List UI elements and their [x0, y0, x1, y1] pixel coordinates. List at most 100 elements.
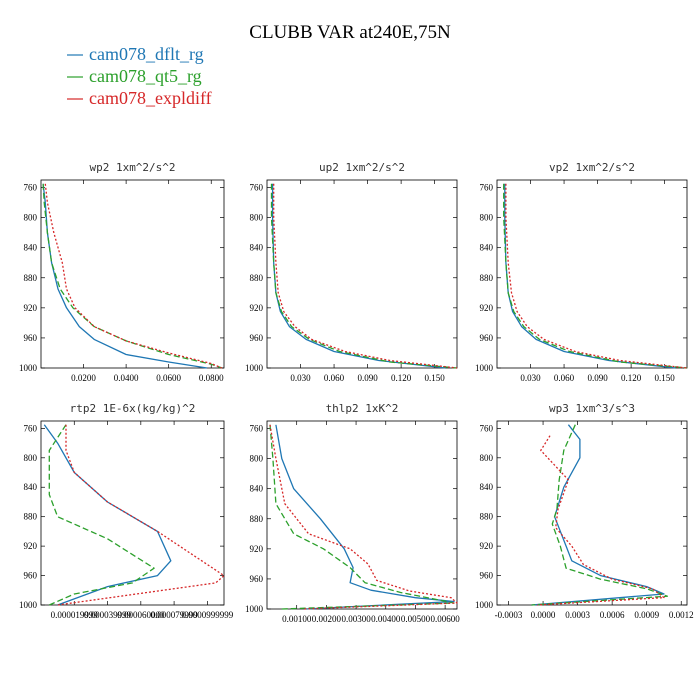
- y-tick-label: 960: [24, 333, 38, 343]
- y-tick-label: 880: [480, 512, 494, 522]
- x-tick-label: 0.0009: [634, 610, 659, 620]
- y-tick-label: 800: [480, 453, 494, 463]
- legend-label-1: cam078_qt5_rg: [89, 66, 202, 86]
- x-tick-label: 0.0200: [71, 373, 96, 383]
- y-tick-label: 960: [250, 574, 264, 584]
- series-line-cam078_qt5_rg: [503, 183, 688, 369]
- y-tick-label: 960: [250, 333, 264, 343]
- series-line-cam078_expldiff: [269, 424, 458, 610]
- legend: cam078_dflt_rgcam078_qt5_rgcam078_expldi…: [67, 44, 212, 108]
- y-tick-label: 960: [24, 571, 38, 581]
- x-tick-label: 0.000060000: [117, 610, 165, 620]
- y-tick-label: 840: [24, 243, 38, 253]
- y-tick-label: 800: [250, 454, 264, 464]
- y-tick-label: 920: [250, 303, 264, 313]
- panel-0: wp2 1xm^2/s^2 760 800 840 880 920 960 1000 0.020…: [19, 161, 225, 383]
- plot-frame: [266, 179, 458, 369]
- series-line-cam078_dflt_rg: [531, 424, 665, 606]
- x-tick-label: 0.00400: [371, 614, 401, 624]
- x-tick-label: 0.120: [621, 373, 642, 383]
- series-line-cam078_expldiff: [273, 183, 458, 369]
- y-tick-label: 880: [24, 512, 38, 522]
- y-tick-label: 800: [480, 213, 494, 223]
- x-tick-label: 0.00300: [341, 614, 371, 624]
- y-tick-label: 760: [24, 423, 38, 433]
- y-tick-label: 1000: [475, 600, 494, 610]
- plot-frame: [496, 420, 688, 606]
- panel-title: vp2 1xm^2/s^2: [549, 161, 635, 174]
- y-tick-label: 920: [480, 541, 494, 551]
- series-line-cam078_dflt_rg: [504, 183, 676, 369]
- panel-title: wp2 1xm^2/s^2: [89, 161, 175, 174]
- legend-label-2: cam078_expldiff: [89, 88, 212, 108]
- plot-frame: [40, 420, 225, 606]
- panel-1: up2 1xm^2/s^2 760 800 840 880 920 960 1000 0.030…: [245, 161, 458, 383]
- y-tick-label: 760: [24, 183, 38, 193]
- x-tick-label: 0.00100: [282, 614, 312, 624]
- plot-frame: [266, 420, 458, 610]
- x-tick-label: 0.000079999: [150, 610, 198, 620]
- y-tick-label: 880: [24, 273, 38, 283]
- figure-title: CLUBB VAR at240E,75N: [249, 22, 451, 43]
- x-tick-label: 0.0000: [531, 610, 556, 620]
- x-tick-label: 0.0012: [669, 610, 694, 620]
- y-tick-label: 1000: [245, 363, 264, 373]
- series-line-cam078_dflt_rg: [271, 183, 446, 369]
- x-tick-label: 0.030: [290, 373, 311, 383]
- y-tick-label: 1000: [475, 363, 494, 373]
- x-tick-label: 0.060: [324, 373, 345, 383]
- y-tick-label: 880: [250, 514, 264, 524]
- x-tick-label: 0.00200: [312, 614, 342, 624]
- panel-5: wp3 1xm^3/s^3 760 800 840 880 920 960 1000-0.00…: [475, 402, 694, 620]
- series-line-cam078_qt5_rg: [531, 424, 669, 606]
- x-tick-label: 0.000019999: [51, 610, 99, 620]
- panel-title: rtp2 1E-6x(kg/kg)^2: [70, 402, 196, 415]
- x-tick-label: 0.000039999: [84, 610, 132, 620]
- y-tick-label: 1000: [19, 600, 38, 610]
- y-tick-label: 760: [480, 183, 494, 193]
- panel-3: rtp2 1E-6x(kg/kg)^2 760 800 840 880 920 960 100…: [19, 402, 234, 620]
- series-line-cam078_expldiff: [505, 183, 688, 369]
- panel-title: wp3 1xm^3/s^3: [549, 402, 635, 415]
- x-tick-label: 0.120: [391, 373, 412, 383]
- plot-frame: [496, 179, 688, 369]
- y-tick-label: 960: [480, 333, 494, 343]
- series-line-cam078_expldiff: [57, 424, 225, 606]
- x-tick-label: 0.0400: [114, 373, 139, 383]
- x-tick-label: 0.0600: [156, 373, 181, 383]
- x-tick-label: 0.150: [425, 373, 446, 383]
- panel-2: vp2 1xm^2/s^2 760 800 840 880 920 960 1000 0.030…: [475, 161, 688, 383]
- y-tick-label: 840: [24, 482, 38, 492]
- y-tick-label: 1000: [245, 604, 264, 614]
- y-tick-label: 840: [480, 243, 494, 253]
- x-tick-label: 0.150: [655, 373, 676, 383]
- x-tick-label: 0.00500: [401, 614, 431, 624]
- panel-title: up2 1xm^2/s^2: [319, 161, 405, 174]
- y-tick-label: 840: [250, 243, 264, 253]
- y-tick-label: 880: [250, 273, 264, 283]
- y-tick-label: 760: [250, 424, 264, 434]
- panels: wp2 1xm^2/s^2 760 800 840 880 920 960 1000 0.020…: [19, 161, 694, 624]
- y-tick-label: 920: [24, 303, 38, 313]
- x-tick-label: 0.090: [357, 373, 378, 383]
- y-tick-label: 920: [24, 541, 38, 551]
- series-line-cam078_expldiff: [537, 435, 665, 606]
- y-tick-label: 760: [480, 423, 494, 433]
- plot-frame: [40, 179, 225, 369]
- legend-label-0: cam078_dflt_rg: [89, 44, 204, 64]
- y-tick-label: 920: [250, 544, 264, 554]
- x-tick-label: 0.090: [587, 373, 608, 383]
- y-tick-label: 800: [24, 453, 38, 463]
- series-line-cam078_dflt_rg: [275, 424, 455, 610]
- y-tick-label: 920: [480, 303, 494, 313]
- series-line-cam078_dflt_rg: [43, 424, 172, 606]
- x-tick-label: -0.0003: [495, 610, 523, 620]
- series-line-cam078_qt5_rg: [42, 183, 223, 369]
- y-tick-label: 880: [480, 273, 494, 283]
- y-tick-label: 800: [24, 213, 38, 223]
- x-tick-label: 0.0000999999: [181, 610, 233, 620]
- series-line-cam078_qt5_rg: [269, 424, 455, 610]
- x-tick-label: 0.030: [520, 373, 541, 383]
- series-line-cam078_qt5_rg: [48, 424, 155, 606]
